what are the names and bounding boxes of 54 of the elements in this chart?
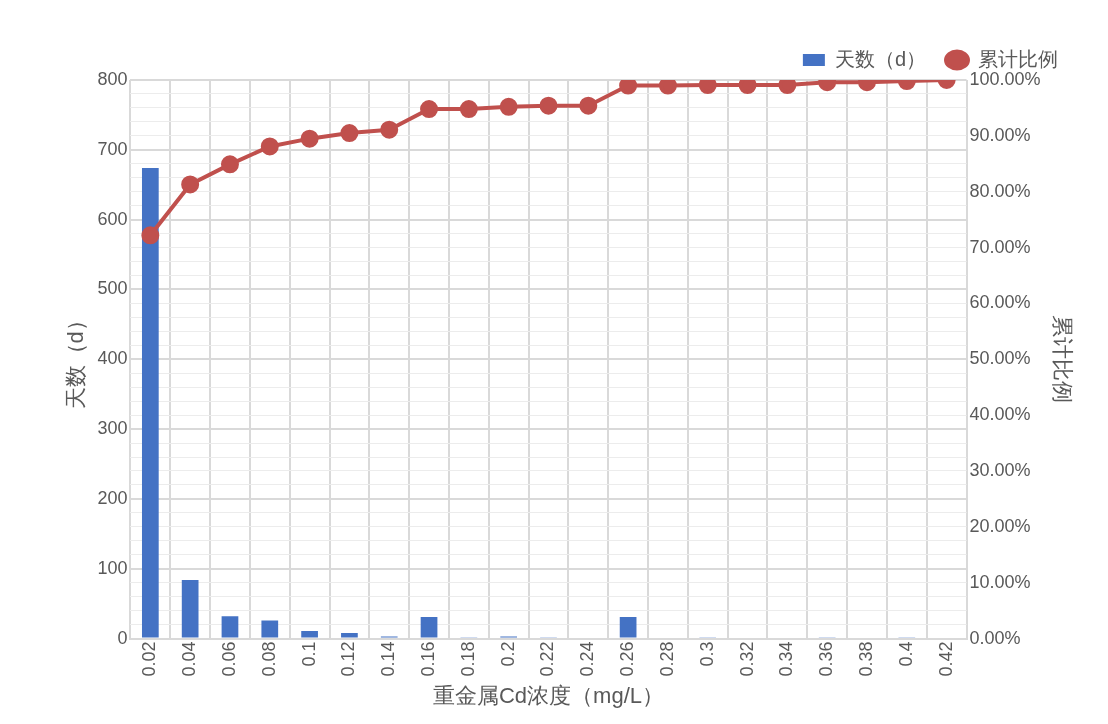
y2-tick-label: 100.00% <box>969 68 1041 89</box>
y-tick-label: 500 <box>97 278 128 299</box>
x-tick-label: 0.32 <box>736 641 757 677</box>
bar <box>181 579 199 638</box>
y-tick-label: 0 <box>117 627 128 648</box>
y-tick-label: 700 <box>97 138 128 159</box>
bar <box>141 167 159 638</box>
y-tick-label: 300 <box>97 418 128 439</box>
x-tick-label: 0.1 <box>298 641 319 667</box>
legend-label: 累计比例 <box>978 47 1058 70</box>
y2-tick-label: 60.00% <box>969 292 1031 313</box>
bar <box>619 616 637 638</box>
x-tick-label: 0.3 <box>696 641 717 667</box>
x-tick-label: 0.38 <box>855 641 876 677</box>
y2-tick-label: 50.00% <box>969 348 1031 369</box>
x-tick-label: 0.2 <box>497 641 518 667</box>
x-tick-label: 0.18 <box>457 641 478 677</box>
y2-tick-label: 70.00% <box>969 236 1031 257</box>
y-tick-label: 200 <box>97 487 128 508</box>
x-tick-label: 0.16 <box>418 641 439 677</box>
x-tick-label: 0.28 <box>656 641 677 677</box>
x-tick-label: 0.22 <box>537 641 558 677</box>
bar <box>341 632 358 638</box>
y2-tick-label: 20.00% <box>969 515 1031 536</box>
x-tick-label: 0.34 <box>776 641 797 677</box>
x-tick-label: 0.08 <box>258 641 279 677</box>
x-tick-label: 0.36 <box>816 641 837 677</box>
y2-tick-label: 90.00% <box>969 124 1031 145</box>
x-tick-label: 0.14 <box>378 641 399 677</box>
x-tick-label: 0.24 <box>577 641 598 677</box>
bar <box>420 616 438 638</box>
y-tick-label: 600 <box>97 208 128 229</box>
y2-tick-label: 30.00% <box>969 459 1031 480</box>
x-tick-label: 0.26 <box>617 641 638 677</box>
y-axis-title: 天数（d） <box>63 309 89 410</box>
y2-tick-label: 10.00% <box>969 571 1031 592</box>
x-tick-label: 0.4 <box>895 641 916 667</box>
bar <box>261 620 279 638</box>
x-tick-label: 0.42 <box>935 641 956 677</box>
x-tick-label: 0.06 <box>218 641 239 677</box>
x-axis-title: 重金属Cd浓度（mg/L） <box>432 682 665 708</box>
y2-tick-label: 0.00% <box>969 627 1021 648</box>
x-tick-label: 0.04 <box>179 641 200 677</box>
y-tick-label: 800 <box>97 68 128 89</box>
bar <box>221 616 239 638</box>
y2-tick-label: 40.00% <box>969 404 1031 425</box>
x-tick-label: 0.12 <box>338 641 359 677</box>
y-tick-label: 100 <box>97 557 128 578</box>
y2-axis-title: 累计比例 <box>1049 315 1075 404</box>
y2-tick-label: 80.00% <box>969 180 1031 201</box>
y-tick-label: 400 <box>97 348 128 369</box>
bar <box>301 630 318 638</box>
x-tick-label: 0.02 <box>139 641 160 677</box>
legend-label: 天数（d） <box>834 47 926 70</box>
